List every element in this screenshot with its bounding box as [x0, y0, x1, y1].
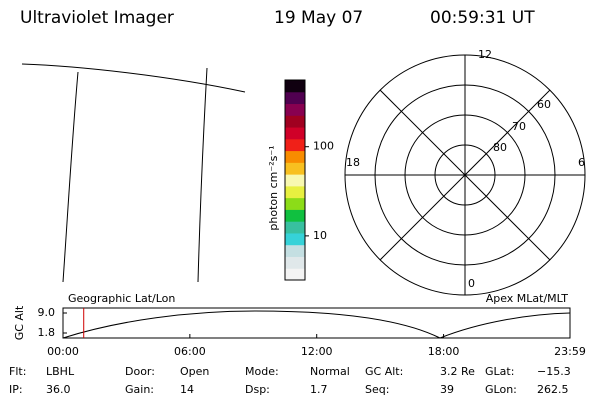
mlt-label: 0 [468, 277, 475, 290]
longitude-line [62, 71, 79, 283]
field-value: Normal [310, 365, 350, 378]
colorbar-segment [285, 244, 305, 257]
colorbar-segment [285, 232, 305, 246]
field-label: Door: [125, 365, 155, 378]
colorbar-tick-label: 10 [313, 229, 327, 242]
field-label: Mode: [245, 365, 279, 378]
y-tick-label: 1.8 [38, 326, 56, 339]
x-tick-label: 00:00 [47, 345, 79, 358]
x-tick-label: 23:59 [554, 345, 586, 358]
coord-label: Apex MLat/MLT [486, 292, 569, 305]
polar-diagonal [379, 89, 551, 261]
altitude-axis-label: GC Alt [13, 305, 26, 340]
longitude-line [197, 67, 208, 283]
polar-plot: 12 6 0 18 60 70 80 [344, 48, 586, 296]
colorbar-tick-label: 100 [313, 140, 334, 153]
field-label: GC Alt: [365, 365, 403, 378]
colorbar-segment [285, 185, 305, 199]
altitude-plot: 9.0 1.8 00:00 06:00 12:00 18:00 23:59 [38, 306, 586, 358]
instrument-title: Ultraviolet Imager [20, 8, 174, 28]
mlt-label: 12 [478, 48, 492, 61]
y-tick-label: 9.0 [38, 306, 56, 319]
lat-label: 80 [493, 141, 507, 154]
colorbar-label: photon cm⁻²s⁻¹ [267, 145, 280, 230]
field-label: GLon: [485, 383, 517, 396]
field-value: 36.0 [46, 383, 71, 396]
field-label: Seq: [365, 383, 389, 396]
field-label: Dsp: [245, 383, 270, 396]
field-value: 3.2 Re [440, 365, 475, 378]
colorbar-segment [285, 268, 305, 281]
colorbar-segment [285, 103, 305, 116]
colorbar-segment [285, 80, 305, 93]
colorbar-segment [285, 162, 305, 175]
altitude-curve [62, 310, 571, 339]
colorbar-segment [285, 138, 305, 152]
field-value: 262.5 [537, 383, 569, 396]
x-tick-label: 06:00 [174, 345, 206, 358]
colorbar-segment [285, 150, 305, 163]
colorbar-segment [285, 91, 305, 105]
field-label: Gain: [125, 383, 154, 396]
colorbar-frame [284, 79, 306, 281]
colorbar-segment [285, 221, 305, 234]
time: 00:59:31 UT [430, 8, 535, 28]
field-value: 1.7 [310, 383, 328, 396]
colorbar-segment [285, 115, 305, 128]
colorbar: 10 100 [284, 79, 334, 281]
field-value: 39 [440, 383, 454, 396]
x-tick-label: 18:00 [428, 345, 460, 358]
colorbar-segment [285, 197, 305, 210]
date: 19 May 07 [274, 8, 363, 28]
colorbar-segment [285, 174, 305, 187]
field-value: −15.3 [537, 365, 571, 378]
status-footer: Flt: LBHL Door: Open Mode: Normal GC Alt: 3.2 R… [9, 365, 571, 396]
lat-label: 60 [537, 98, 551, 111]
colorbar-segment [285, 209, 305, 222]
lat-label: 70 [512, 120, 526, 133]
x-tick-label: 12:00 [301, 345, 333, 358]
field-value: LBHL [46, 365, 75, 378]
map-grid [21, 63, 246, 283]
field-value: 14 [180, 383, 194, 396]
mlt-label: 18 [346, 156, 360, 169]
field-value: Open [180, 365, 209, 378]
latitude-line [21, 63, 246, 93]
field-label: GLat: [485, 365, 514, 378]
field-label: IP: [9, 383, 23, 396]
coord-label: Geographic Lat/Lon [68, 292, 175, 305]
colorbar-segment [285, 256, 305, 269]
field-label: Flt: [9, 365, 26, 378]
mlt-label: 6 [578, 156, 585, 169]
colorbar-segment [285, 127, 305, 140]
